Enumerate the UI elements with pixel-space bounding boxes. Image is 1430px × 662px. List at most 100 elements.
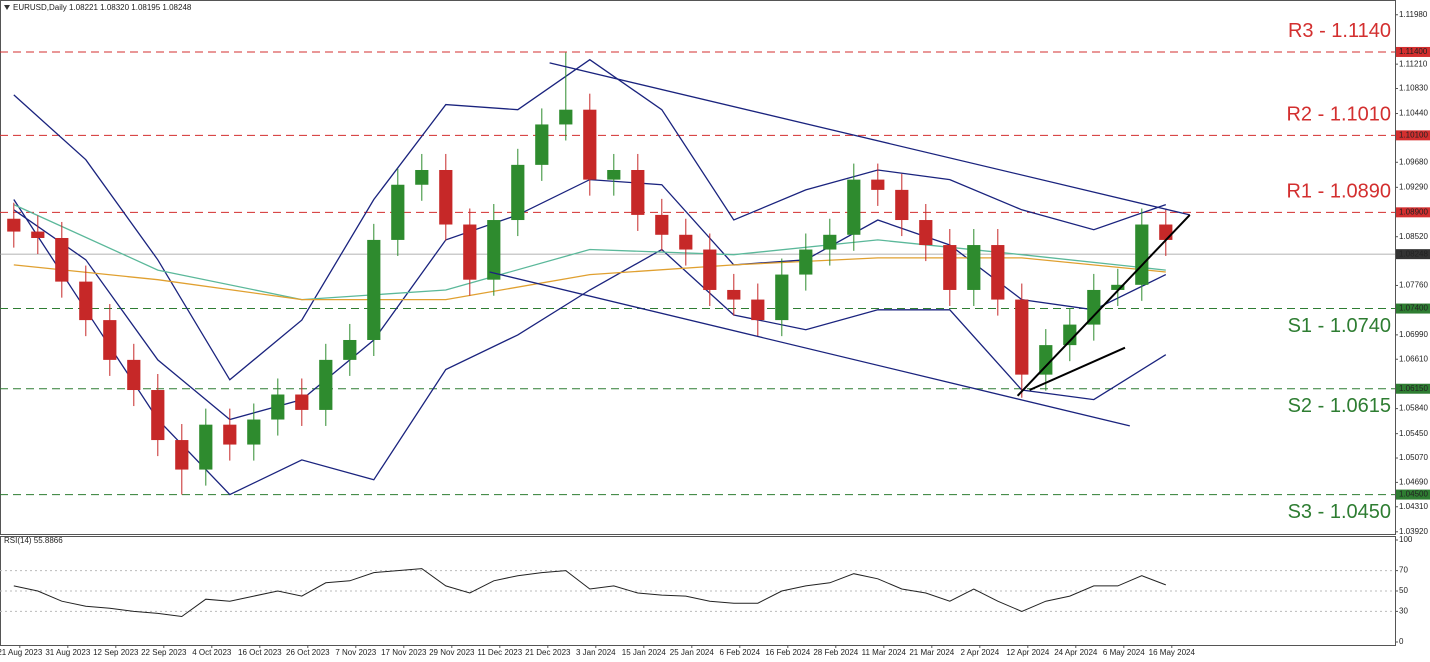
- x-tick-label: 15 Jan 2024: [622, 648, 667, 657]
- candle-body: [151, 390, 165, 441]
- level-tick-label: 1.07400: [1399, 304, 1428, 313]
- candle-body: [1111, 284, 1125, 290]
- chart-title: EURUSD,Daily 1.08221 1.08320 1.08195 1.0…: [13, 3, 192, 12]
- level-tick-box: [1396, 303, 1430, 314]
- candle-body: [535, 124, 549, 165]
- rsi-title: RSI(14) 55.8866: [4, 536, 63, 545]
- candle-body: [295, 394, 309, 410]
- candle-body: [799, 249, 813, 275]
- last-price-label: 1.08248: [1399, 249, 1428, 258]
- candle-body: [415, 169, 429, 185]
- x-tick-label: 16 Oct 2023: [238, 648, 282, 657]
- x-tick-label: 6 Feb 2024: [720, 648, 761, 657]
- candle-body: [223, 424, 237, 445]
- y-tick-label: 1.08520: [1399, 232, 1428, 241]
- candle-body: [343, 339, 357, 360]
- candle-body: [823, 234, 837, 250]
- candle-body: [271, 394, 285, 420]
- candle-body: [655, 214, 669, 235]
- trend-line: [1029, 346, 1126, 391]
- x-tick-label: 17 Nov 2023: [381, 648, 427, 657]
- menu-arrow: [4, 5, 10, 10]
- level-tick-box: [1396, 46, 1430, 57]
- y-tick-label: 1.05070: [1399, 453, 1428, 462]
- x-tick-label: 21 Dec 2023: [525, 648, 571, 657]
- level-tick-label: 1.08900: [1399, 207, 1428, 216]
- y-tick-label: 1.10440: [1399, 109, 1428, 118]
- x-tick-label: 28 Feb 2024: [813, 648, 858, 657]
- level-tick-box: [1396, 130, 1430, 141]
- level-label: R2 - 1.1010: [1286, 104, 1391, 126]
- y-tick-label: 1.06990: [1399, 330, 1428, 339]
- x-tick-label: 16 May 2024: [1149, 648, 1196, 657]
- level-tick-label: 1.06150: [1399, 384, 1428, 393]
- level-tick-box: [1396, 207, 1430, 218]
- trend-line: [549, 62, 1190, 216]
- x-tick-label: 31 Aug 2023: [45, 648, 90, 657]
- x-tick-label: 3 Jan 2024: [576, 648, 616, 657]
- level-tick-box: [1396, 383, 1430, 394]
- price-pane: [0, 0, 1396, 535]
- candle-body: [967, 245, 981, 290]
- x-tick-label: 12 Apr 2024: [1006, 648, 1050, 657]
- y-tick-label: 1.03920: [1399, 527, 1428, 536]
- level-tick-label: 1.11400: [1399, 47, 1428, 56]
- y-tick-label: 1.10830: [1399, 84, 1428, 93]
- candle-body: [871, 179, 885, 190]
- x-tick-label: 26 Oct 2023: [286, 648, 330, 657]
- candle-body: [1039, 345, 1053, 375]
- x-tick-label: 16 Feb 2024: [765, 648, 810, 657]
- candle-body: [583, 109, 597, 180]
- trend-line: [489, 271, 1130, 427]
- candle-body: [367, 239, 381, 340]
- rsi-tick-label: 0: [1399, 637, 1404, 646]
- candle-body: [103, 320, 117, 360]
- y-tick-label: 1.04690: [1399, 478, 1428, 487]
- candle-body: [511, 164, 525, 221]
- indicator-line: [13, 58, 1167, 381]
- rsi-tick-label: 70: [1399, 566, 1408, 575]
- y-tick-label: 1.09290: [1399, 182, 1428, 191]
- level-label: R1 - 1.0890: [1286, 181, 1391, 203]
- candle-body: [55, 237, 69, 282]
- candle-body: [607, 169, 621, 180]
- candle-body: [247, 419, 261, 445]
- candle-body: [463, 224, 477, 280]
- candle-body: [31, 231, 45, 238]
- candle-body: [847, 179, 861, 235]
- candle-body: [895, 189, 909, 221]
- x-tick-label: 12 Sep 2023: [93, 648, 139, 657]
- candle-body: [631, 169, 645, 215]
- candle-body: [943, 245, 957, 290]
- candle-body: [319, 359, 333, 410]
- level-label: S2 - 1.0615: [1288, 395, 1391, 417]
- candle-body: [7, 218, 21, 232]
- candle-body: [175, 440, 189, 470]
- x-tick-label: 21 Mar 2024: [909, 648, 954, 657]
- candle-body: [559, 109, 573, 125]
- y-tick-label: 1.09680: [1399, 157, 1428, 166]
- x-tick-label: 29 Nov 2023: [429, 648, 475, 657]
- y-tick-label: 1.05840: [1399, 404, 1428, 413]
- y-tick-label: 1.05450: [1399, 429, 1428, 438]
- x-tick-label: 11 Mar 2024: [862, 648, 907, 657]
- rsi-line: [13, 568, 1166, 618]
- rsi-tick-label: 50: [1399, 586, 1408, 595]
- y-tick-label: 1.11210: [1399, 59, 1428, 68]
- candle-body: [487, 220, 501, 280]
- last-price-box: [1396, 249, 1430, 260]
- trend-line: [1016, 214, 1191, 397]
- rsi-tick-label: 100: [1399, 535, 1413, 544]
- candle-body: [1135, 224, 1149, 285]
- x-tick-label: 22 Sep 2023: [141, 648, 187, 657]
- candle-body: [1015, 299, 1029, 375]
- level-tick-box: [1396, 489, 1430, 500]
- candle-body: [79, 281, 93, 321]
- y-tick-label: 1.04310: [1399, 502, 1428, 511]
- x-tick-label: 25 Jan 2024: [670, 648, 715, 657]
- y-tick-label: 1.06610: [1399, 354, 1428, 363]
- candle-body: [1063, 324, 1077, 346]
- x-tick-label: 24 Apr 2024: [1054, 648, 1098, 657]
